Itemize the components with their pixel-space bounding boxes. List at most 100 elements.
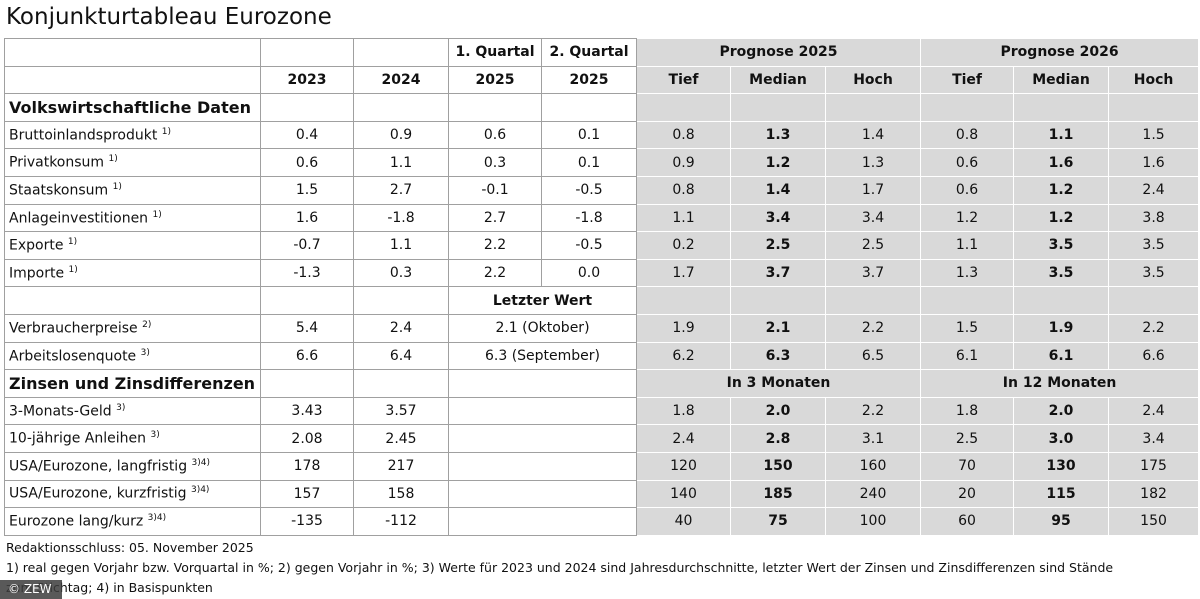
cell: 1.9 <box>636 313 731 343</box>
table-row: Bruttoinlandsprodukt 1) 0.4 0.9 0.6 0.1 0.8 1.… <box>4 120 1200 150</box>
footnote-ref: 3)4) <box>190 485 210 496</box>
column-header: 2025 <box>541 65 637 95</box>
cell: -0.5 <box>541 231 637 260</box>
empty-cell <box>353 38 449 67</box>
cell: 2.7 <box>448 203 542 233</box>
cell: 3.5 <box>1013 258 1110 288</box>
cell: -0.5 <box>541 175 637 205</box>
cell: 0.8 <box>920 120 1015 150</box>
footnote-ref: 1) <box>112 181 122 192</box>
cell: 3.57 <box>353 396 449 426</box>
cell: 3.7 <box>730 258 826 288</box>
empty-cell <box>260 93 354 122</box>
table-row: 3-Monats-Geld 3) 3.43 3.57 1.8 2.0 2.2 1.8 2.0 2… <box>4 396 1200 426</box>
cell: 2.5 <box>730 231 826 260</box>
empty-cell <box>448 424 637 453</box>
cell: 240 <box>824 479 922 509</box>
section-title: Zinsen und Zinsdifferenzen <box>4 369 261 398</box>
cell: 1.5 <box>1108 120 1200 150</box>
row-label: Importe 1) <box>4 258 261 288</box>
column-header: Tief <box>920 65 1015 95</box>
footnote-ref: 3) <box>150 430 160 441</box>
cell: 1.6 <box>260 203 354 233</box>
table-row: Eurozone lang/kurz 3)4) -135 -112 40 75 100 60… <box>4 507 1200 536</box>
cell: 95 <box>1013 507 1110 536</box>
cell: 0.6 <box>920 148 1015 177</box>
footnote: Redaktionsschluss: 05. November 2025 <box>6 540 254 555</box>
empty-cell <box>824 93 922 122</box>
column-header: In 12 Monaten <box>920 369 1200 398</box>
row-label: 3-Monats-Geld 3) <box>4 396 261 426</box>
cell: 3.0 <box>1013 424 1110 453</box>
cell: 1.4 <box>824 120 922 150</box>
cell: 3.4 <box>1108 424 1200 453</box>
cell: 40 <box>636 507 731 536</box>
row-label: Verbraucherpreise 2) <box>4 313 261 343</box>
column-header: Prognose 2025 <box>635 38 922 67</box>
cell: 100 <box>824 507 922 536</box>
cell: 2.0 <box>730 396 826 426</box>
footnote-ref: 3)4) <box>147 513 167 524</box>
table-row: Verbraucherpreise 2) 5.4 2.4 2.1 (Oktober) 1… <box>4 313 1200 343</box>
cell: 1.1 <box>353 231 449 260</box>
cell: 130 <box>1013 451 1110 481</box>
table: 1. Quartal 2. Quartal Prognose 2025 Prognos… <box>4 38 1200 536</box>
cell: 0.8 <box>636 120 731 150</box>
cell: 178 <box>260 451 354 481</box>
cell: 0.3 <box>353 258 449 288</box>
cell: -1.3 <box>260 258 354 288</box>
empty-cell <box>1108 286 1200 315</box>
table-row: Staatskonsum 1) 1.5 2.7 -0.1 -0.5 0.8 1.4 1.7 0.… <box>4 175 1200 205</box>
footnote-ref: 1) <box>68 264 78 275</box>
row-label: Eurozone lang/kurz 3)4) <box>4 507 261 536</box>
empty-cell <box>353 369 449 398</box>
table-row: USA/Eurozone, langfristig 3)4) 178 217 120 1… <box>4 451 1200 481</box>
cell: 115 <box>1013 479 1110 509</box>
empty-cell <box>4 65 261 95</box>
cell: 3.4 <box>824 203 922 233</box>
column-header: Median <box>1013 65 1110 95</box>
empty-cell <box>260 38 354 67</box>
cell: 60 <box>920 507 1015 536</box>
empty-cell <box>824 286 922 315</box>
cell: 2.45 <box>353 424 449 453</box>
cell: 2.5 <box>920 424 1015 453</box>
cell: 2.8 <box>730 424 826 453</box>
empty-cell <box>636 93 731 122</box>
row-label: 10-jährige Anleihen 3) <box>4 424 261 453</box>
cell: 3.5 <box>1013 231 1110 260</box>
cell: 0.9 <box>636 148 731 177</box>
table-row: Anlageinvestitionen 1) 1.6 -1.8 2.7 -1.8 1.1 3… <box>4 203 1200 233</box>
table-row: Zinsen und Zinsdifferenzen In 3 Monaten In… <box>4 369 1200 398</box>
cell: 175 <box>1108 451 1200 481</box>
cell: 75 <box>730 507 826 536</box>
row-label: USA/Eurozone, kurzfristig 3)4) <box>4 479 261 509</box>
empty-cell <box>1013 93 1110 122</box>
cell: 0.6 <box>920 175 1015 205</box>
empty-cell <box>448 369 637 398</box>
cell: 2.4 <box>636 424 731 453</box>
column-header: 1. Quartal <box>448 38 542 67</box>
cell: 2.7 <box>353 175 449 205</box>
cell: 157 <box>260 479 354 509</box>
cell: 1.1 <box>636 203 731 233</box>
empty-cell <box>636 286 731 315</box>
cell: 1.2 <box>1013 203 1110 233</box>
cell: 2.08 <box>260 424 354 453</box>
empty-cell <box>920 93 1015 122</box>
cell: -135 <box>260 507 354 536</box>
cell: 1.5 <box>920 313 1015 343</box>
cell: 3.5 <box>1108 258 1200 288</box>
footnote-ref: 2) <box>142 319 152 330</box>
cell: 1.1 <box>920 231 1015 260</box>
cell: 20 <box>920 479 1015 509</box>
column-header: 2025 <box>448 65 542 95</box>
row-label: USA/Eurozone, langfristig 3)4) <box>4 451 261 481</box>
cell: 3.8 <box>1108 203 1200 233</box>
empty-cell <box>1013 286 1110 315</box>
cell: 6.2 <box>636 341 731 371</box>
empty-cell <box>730 93 826 122</box>
cell: 6.5 <box>824 341 922 371</box>
cell: 0.1 <box>541 120 637 150</box>
row-label: Anlageinvestitionen 1) <box>4 203 261 233</box>
